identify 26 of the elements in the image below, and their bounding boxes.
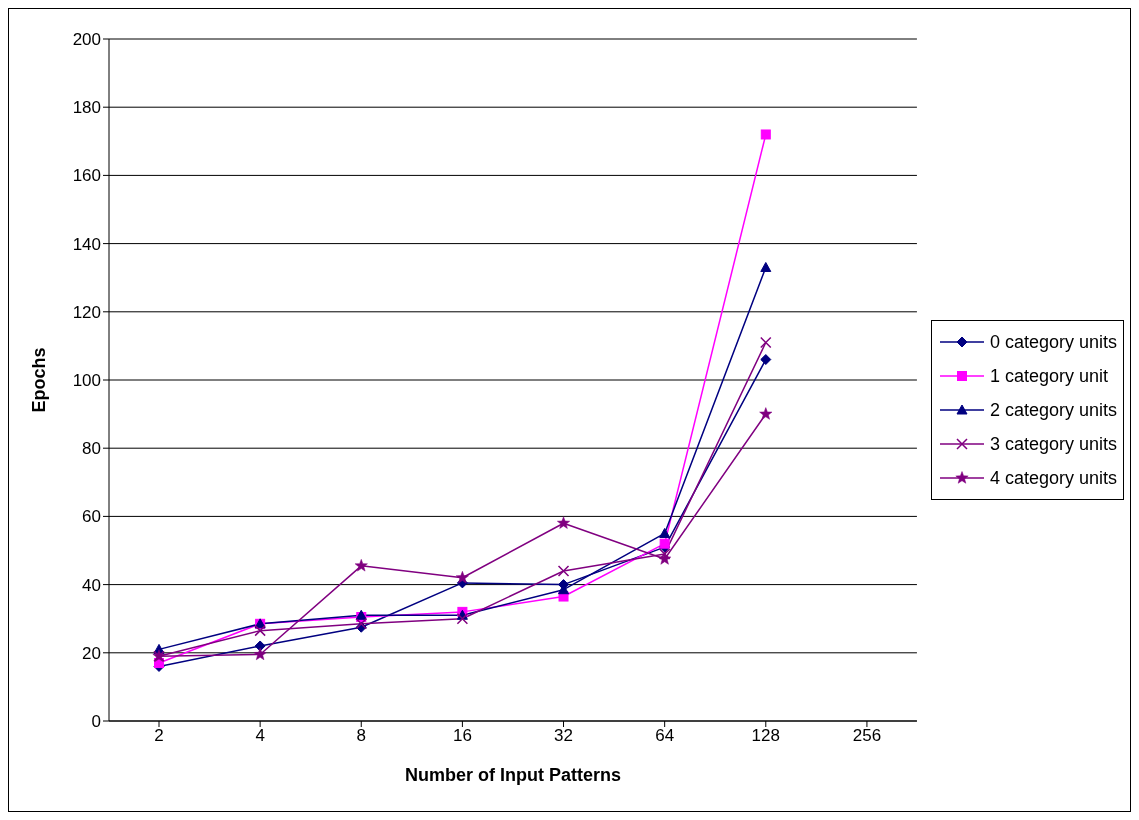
y-tick-label: 120 [72,302,101,322]
y-tick-label: 100 [72,371,101,391]
legend-label: 2 category units [989,399,1117,421]
x-tick-label: 4 [255,726,265,746]
x-tick-label: 8 [356,726,366,746]
x-tick-label: 256 [852,726,882,746]
x-tick-label: 32 [554,726,573,746]
legend-label: 4 category units [989,467,1117,489]
y-tick-label: 180 [72,98,101,118]
y-tick-label: 0 [91,712,101,732]
legend-label: 0 category units [989,331,1117,353]
y-tick-label: 60 [82,507,101,527]
y-tick-label: 40 [82,575,101,595]
x-tick-label: 16 [452,726,472,746]
x-axis-title: Number of Input Patterns [404,765,621,785]
y-tick-label: 200 [72,30,101,50]
y-tick-label: 140 [72,234,101,254]
legend-label: 3 category units [989,433,1117,455]
y-tick-label: 160 [72,166,101,186]
y-tick-label: 80 [82,439,101,459]
x-tick-label: 128 [751,726,780,746]
x-tick-label: 2 [154,726,164,746]
legend-label: 1 category unit [989,365,1108,387]
y-tick-label: 20 [82,643,101,663]
x-tick-label: 64 [655,726,675,746]
y-axis-title: Epochs [29,347,50,413]
